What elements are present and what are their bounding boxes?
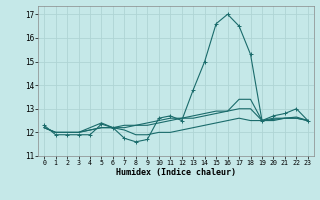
X-axis label: Humidex (Indice chaleur): Humidex (Indice chaleur) [116,168,236,177]
